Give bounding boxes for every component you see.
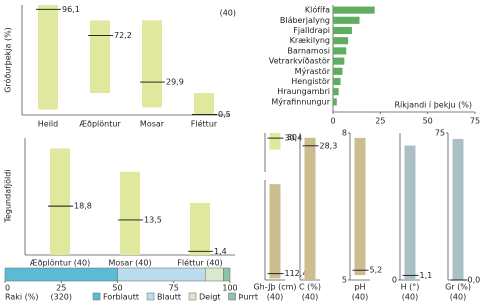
sample-size: (40) — [267, 293, 283, 302]
median-label: 0,0 — [468, 276, 480, 285]
y-tick-label: 75 — [435, 129, 445, 138]
x-tick-label: 0 — [5, 284, 10, 293]
y-tick-label: 0 — [392, 276, 397, 285]
range-bar — [304, 137, 316, 280]
legend-label: Blautt — [157, 293, 181, 302]
bar — [333, 67, 343, 75]
bar — [333, 37, 349, 45]
range-bar — [404, 145, 416, 280]
range-bar — [452, 138, 464, 280]
x-tick-label: Mosar (40) — [108, 259, 151, 268]
bar-segment — [4, 267, 118, 282]
y-axis-label: Tegundafjöldi — [4, 169, 13, 223]
bar — [333, 88, 339, 96]
range-bar — [50, 148, 70, 255]
median-label: 1,4 — [214, 247, 227, 256]
range-bar — [354, 137, 366, 276]
range-bar — [269, 184, 281, 279]
sample-size: (40) — [450, 293, 466, 302]
bar-segment — [117, 267, 206, 282]
x-tick-label: 0 — [330, 117, 335, 126]
x-tick-label: 25 — [56, 284, 66, 293]
category-label: Krækilyng — [290, 36, 330, 45]
legend-swatch — [228, 292, 236, 301]
x-axis-label: Gh-Jþ (cm) — [253, 283, 296, 292]
y-tick-label: 5 — [342, 276, 347, 285]
median-label: 5,2 — [370, 266, 383, 275]
legend-label: Forblautt — [103, 293, 139, 302]
category-label: Vetrarkvíðastör — [269, 57, 331, 66]
range-bar — [90, 20, 110, 93]
median-label: 96,1 — [62, 5, 80, 14]
x-axis-label: C (%) — [299, 283, 321, 292]
median-label: 72,2 — [114, 31, 132, 40]
y-tick-label: 30 — [287, 133, 297, 142]
category-label: Klófífa — [305, 5, 330, 15]
sample-size: (40) — [352, 293, 368, 302]
x-tick-label: 50 — [112, 284, 122, 293]
category-label: Mýrastör — [295, 67, 331, 76]
x-tick-label: 100 — [222, 284, 237, 293]
y-tick-label: 8 — [342, 129, 347, 138]
bar — [333, 57, 345, 65]
range-bar — [142, 20, 162, 108]
category-label: Mýrafinnungur — [271, 97, 330, 106]
range-bar — [120, 171, 140, 255]
median-label: 18,8 — [74, 202, 92, 211]
x-axis-label: pH — [354, 283, 365, 292]
category-label: Hengistör — [291, 77, 331, 86]
median-label: 30,4 — [285, 134, 303, 143]
bar — [333, 26, 352, 35]
range-bar — [190, 203, 210, 255]
x-axis-label: Raki (%) — [5, 293, 39, 302]
range-bar — [38, 5, 58, 110]
x-tick-label: Mosar — [140, 120, 165, 129]
category-label: Hraungambri — [277, 87, 330, 96]
bar-segment — [223, 267, 231, 282]
category-label: Bláberjalyng — [280, 16, 330, 25]
y-axis-label: Gróðurþekja (%) — [3, 27, 13, 93]
x-tick-label: 25 — [375, 117, 385, 126]
median-label: 0,5 — [218, 110, 231, 119]
sample-size: (40) — [302, 293, 318, 302]
x-tick-label: 50 — [423, 117, 433, 126]
x-tick-label: 75 — [470, 117, 480, 126]
bar — [333, 6, 375, 14]
sample-size: (40) — [220, 9, 236, 18]
sample-size: (320) — [50, 293, 72, 302]
legend-label: Deigt — [199, 293, 221, 302]
x-tick-label: Æðplöntur (40) — [30, 259, 90, 268]
median-label: 13,5 — [144, 215, 162, 224]
bar-segment — [205, 267, 224, 282]
x-axis-label: Gr (%) — [445, 283, 471, 292]
bar — [333, 47, 347, 55]
category-label: Fjalldrapi — [293, 26, 330, 35]
x-tick-label: 75 — [169, 284, 179, 293]
bar — [333, 16, 360, 24]
legend-swatch — [92, 292, 101, 301]
legend-swatch — [188, 292, 197, 301]
median-label: 1,1 — [420, 271, 433, 280]
bar — [333, 77, 341, 86]
median-label: 29,9 — [166, 78, 184, 87]
range-bar — [194, 93, 214, 115]
x-axis-label: Ríkjandi í þekju (%) — [394, 101, 472, 110]
sample-size: (40) — [402, 293, 418, 302]
bar — [333, 98, 337, 106]
legend-label: Þurrt — [239, 293, 258, 302]
category-label: Barnamosi — [287, 46, 330, 55]
median-label: 112,4 — [285, 269, 308, 278]
x-tick-label: Fléttur — [191, 119, 218, 129]
legend-swatch — [146, 292, 155, 301]
x-axis-label: H (°) — [401, 283, 420, 292]
x-tick-label: Heild — [38, 120, 58, 129]
range-bar — [269, 133, 281, 150]
x-tick-label: Fléttur (40) — [177, 258, 222, 268]
median-label: 28,3 — [320, 141, 338, 150]
x-tick-label: Æðplöntur — [79, 120, 121, 129]
